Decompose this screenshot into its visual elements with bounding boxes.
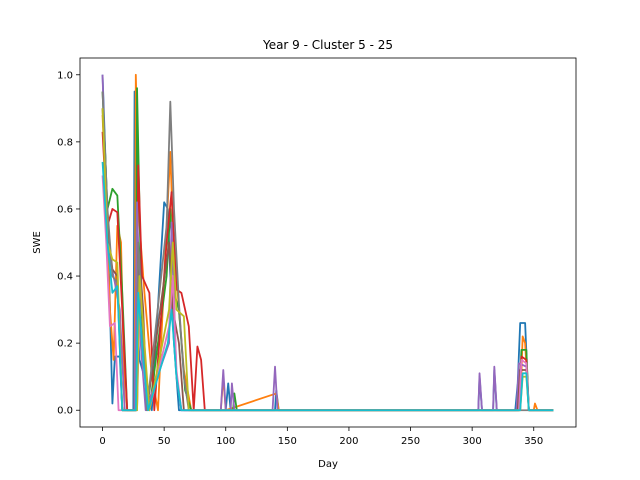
x-tick-label: 250 <box>401 436 420 447</box>
y-axis-label: SWE <box>32 231 43 254</box>
y-tick-label: 0.8 <box>57 137 73 148</box>
chart-title: Year 9 - Cluster 5 - 25 <box>262 38 393 52</box>
y-tick-label: 0.6 <box>57 204 73 215</box>
y-tick-label: 0.2 <box>57 339 73 350</box>
x-tick-label: 100 <box>216 436 235 447</box>
y-tick-label: 1.0 <box>57 70 73 81</box>
y-tick-label: 0.4 <box>57 272 73 283</box>
x-tick-label: 200 <box>339 436 358 447</box>
x-axis-label: Day <box>318 459 338 470</box>
x-tick-label: 150 <box>278 436 297 447</box>
x-tick-label: 50 <box>158 436 171 447</box>
y-tick-label: 0.0 <box>57 406 73 417</box>
x-tick-label: 300 <box>463 436 482 447</box>
x-tick-label: 0 <box>99 436 105 447</box>
series-layer <box>101 73 554 412</box>
series-line-10 <box>101 161 554 412</box>
series-line-7 <box>101 175 554 412</box>
plot-frame <box>79 57 577 428</box>
series-line-8 <box>101 91 554 412</box>
x-tick-label: 350 <box>524 436 543 447</box>
x-axis: 0 50 100 150 200 250 300 350 <box>99 427 543 447</box>
y-axis: 0.0 0.2 0.4 0.6 0.8 1.0 <box>57 70 80 417</box>
